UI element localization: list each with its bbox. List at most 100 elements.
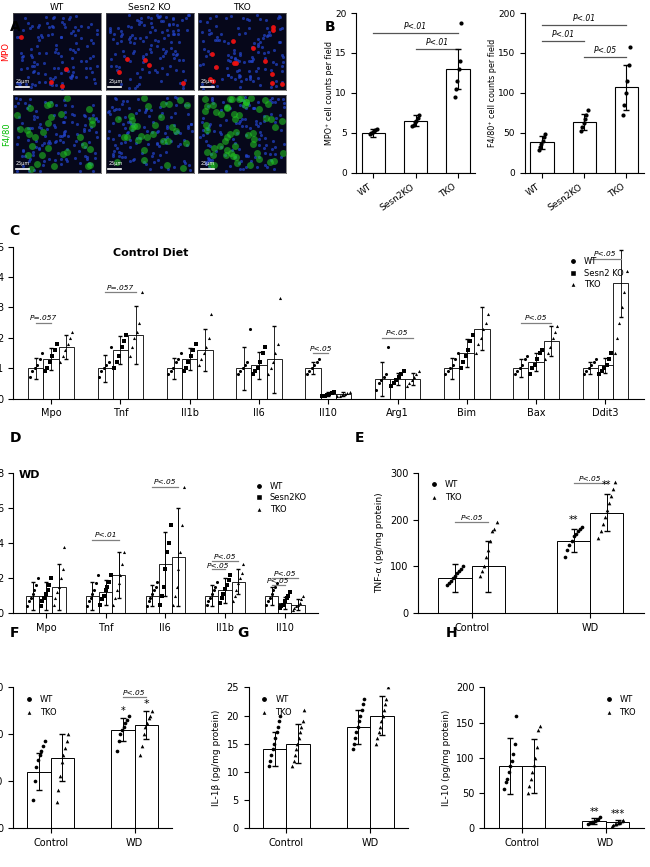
Point bbox=[291, 742, 302, 756]
Point bbox=[112, 155, 122, 169]
Point bbox=[115, 568, 125, 582]
Point bbox=[127, 123, 137, 137]
Point bbox=[454, 564, 464, 578]
Point bbox=[130, 81, 140, 95]
Point bbox=[235, 68, 246, 82]
Point bbox=[181, 362, 191, 375]
Point bbox=[228, 35, 239, 49]
Point bbox=[251, 117, 261, 131]
Point bbox=[597, 518, 608, 531]
Title: TKO: TKO bbox=[233, 3, 251, 12]
Point bbox=[220, 134, 230, 147]
Point bbox=[244, 13, 254, 27]
Point bbox=[146, 11, 156, 25]
Point bbox=[283, 589, 294, 603]
Point bbox=[207, 79, 217, 93]
Point bbox=[127, 121, 137, 135]
Point bbox=[218, 95, 229, 109]
Point bbox=[608, 818, 618, 832]
Point bbox=[525, 368, 535, 381]
Point bbox=[272, 577, 282, 590]
Text: F: F bbox=[10, 626, 20, 640]
Point bbox=[231, 126, 242, 140]
Point bbox=[131, 106, 141, 120]
Bar bbox=[336, 394, 351, 399]
Point bbox=[319, 388, 330, 402]
Point bbox=[225, 92, 235, 106]
Point bbox=[131, 136, 141, 150]
Point bbox=[259, 141, 269, 155]
Point bbox=[582, 103, 593, 117]
Point bbox=[552, 319, 563, 333]
Bar bbox=[405, 379, 421, 399]
Point bbox=[278, 50, 288, 64]
Point bbox=[226, 146, 236, 160]
Text: P<.01: P<.01 bbox=[404, 23, 427, 31]
Bar bbox=[390, 379, 405, 399]
Text: 25μm: 25μm bbox=[201, 79, 215, 84]
Point bbox=[18, 49, 29, 62]
Bar bbox=[582, 368, 598, 399]
Point bbox=[129, 117, 140, 131]
Point bbox=[378, 708, 388, 722]
Point bbox=[31, 578, 42, 592]
Point bbox=[169, 118, 179, 132]
Point bbox=[183, 108, 193, 121]
Point bbox=[259, 146, 270, 160]
Point bbox=[352, 720, 363, 733]
Point bbox=[289, 753, 299, 767]
Point bbox=[527, 362, 538, 375]
Point bbox=[231, 116, 241, 130]
Point bbox=[70, 20, 80, 34]
Point bbox=[67, 108, 77, 121]
Point bbox=[62, 142, 72, 156]
Point bbox=[206, 153, 216, 166]
Point bbox=[202, 100, 213, 114]
Point bbox=[127, 28, 137, 42]
Point bbox=[573, 525, 583, 538]
Point bbox=[109, 103, 120, 117]
Point bbox=[625, 40, 635, 54]
Point bbox=[152, 126, 162, 140]
Point bbox=[268, 20, 278, 34]
Point bbox=[27, 121, 37, 135]
Point bbox=[42, 583, 53, 597]
Point bbox=[244, 159, 255, 173]
Point bbox=[250, 150, 261, 164]
Point bbox=[248, 132, 259, 146]
Point bbox=[106, 52, 116, 66]
Bar bbox=[362, 133, 385, 173]
Point bbox=[203, 100, 213, 114]
Point bbox=[138, 35, 148, 49]
Point bbox=[164, 97, 174, 111]
Point bbox=[159, 580, 169, 594]
Point bbox=[443, 364, 453, 378]
Point bbox=[249, 101, 259, 114]
Point bbox=[591, 352, 601, 366]
Point bbox=[164, 16, 174, 30]
Y-axis label: TNF-α (pg/mg protein): TNF-α (pg/mg protein) bbox=[376, 492, 385, 593]
Point bbox=[117, 722, 127, 736]
Point bbox=[266, 63, 276, 77]
Point bbox=[413, 364, 424, 378]
Point bbox=[608, 482, 618, 496]
Point bbox=[276, 64, 287, 78]
Point bbox=[234, 108, 244, 122]
Point bbox=[184, 159, 194, 173]
Point bbox=[155, 108, 165, 122]
Point bbox=[177, 13, 187, 27]
Point bbox=[203, 331, 214, 345]
Point bbox=[314, 352, 324, 366]
Point bbox=[16, 46, 26, 60]
Point bbox=[207, 587, 217, 601]
Point bbox=[254, 132, 265, 146]
Point bbox=[59, 93, 70, 107]
Point bbox=[49, 108, 59, 121]
Point bbox=[216, 28, 226, 42]
Point bbox=[268, 23, 278, 37]
Point bbox=[140, 720, 151, 734]
Point bbox=[270, 120, 281, 134]
Point bbox=[149, 583, 159, 597]
Point bbox=[271, 57, 281, 71]
Point bbox=[533, 143, 543, 157]
